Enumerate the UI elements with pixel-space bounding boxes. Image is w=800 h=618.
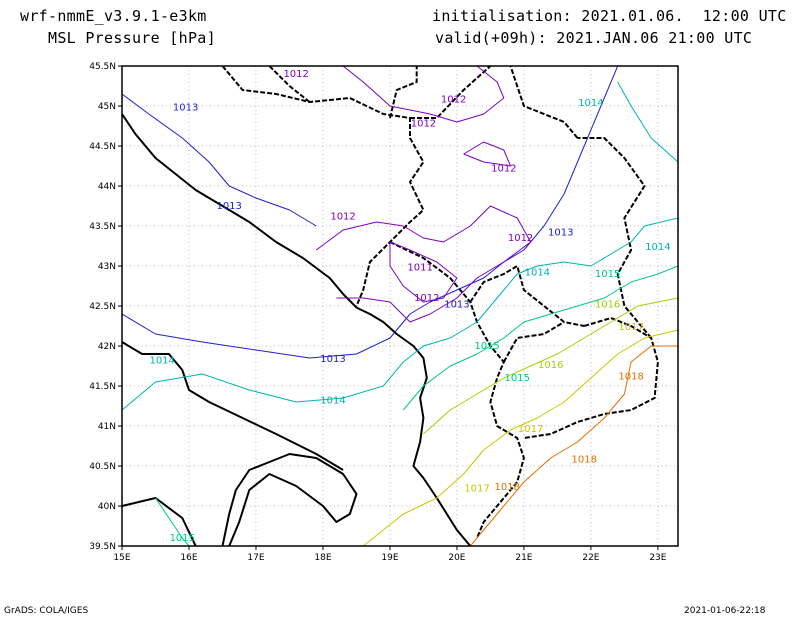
x-tick-label: 20E [448, 553, 465, 563]
country-border [523, 317, 659, 439]
x-tick-label: 15E [113, 553, 130, 563]
isobar-1013 [122, 66, 619, 359]
model-title: wrf-nmmE_v3.9.1-e3km [20, 7, 207, 25]
y-tick-label: 45.5N [89, 62, 116, 72]
y-tick-label: 39.5N [89, 542, 116, 552]
isobars [122, 66, 678, 546]
isobar-label: 1017 [618, 322, 643, 333]
country-border [410, 66, 492, 119]
x-tick-label: 18E [314, 553, 331, 563]
isobar-label: 1013 [173, 103, 198, 114]
isobar-1012 [342, 66, 505, 123]
country-border [469, 265, 585, 327]
isobar-label: 1012 [491, 163, 516, 174]
isobar-label: 1018 [571, 455, 596, 466]
country-border [268, 66, 311, 103]
isobar-1013 [122, 93, 317, 227]
isobar-1011 [389, 241, 458, 303]
valid-time: valid(+09h): 2021.JAN.06 21:00 UTC [435, 29, 753, 47]
geography [122, 66, 659, 546]
x-tick-label: 21E [515, 553, 532, 563]
isobar-1015 [402, 265, 678, 411]
axis-ticks: 15E 16E 17E 18E 19E 20E 21E 22E 23E 39.5N 40N 40.5N… [89, 62, 667, 563]
x-tick-label: 17E [247, 553, 264, 563]
isobar-label: 1012 [330, 211, 355, 222]
grid-lines [121, 65, 678, 547]
x-tick-label: 23E [649, 553, 666, 563]
y-tick-label: 42N [98, 342, 116, 352]
isobar-label: 1012 [283, 69, 308, 80]
x-tick-label: 22E [582, 553, 599, 563]
coastline [122, 341, 344, 471]
isobar-label: 1014 [525, 267, 550, 278]
y-tick-label: 41N [98, 422, 116, 432]
isobar-label: 1011 [407, 263, 432, 274]
country-border [577, 137, 652, 339]
isobar-label: 1013 [320, 354, 345, 365]
init-time: initialisation: 2021.01.06. 12:00 UTC [432, 7, 787, 25]
isobar-1016 [423, 297, 678, 435]
isobar-1015 [155, 497, 190, 546]
country-border [389, 66, 418, 119]
y-tick-label: 41.5N [89, 382, 116, 392]
y-tick-label: 42.5N [89, 302, 116, 312]
y-tick-label: 40N [98, 502, 116, 512]
isobar-1012 [463, 141, 511, 167]
country-border [502, 321, 565, 363]
footer-credit: GrADS: COLA/IGES [4, 606, 89, 616]
isobar-label: 1016 [538, 360, 563, 371]
isobar-label: 1018 [618, 371, 643, 382]
y-tick-label: 45N [98, 102, 116, 112]
coastline [221, 453, 358, 546]
isobar-label: 1018 [494, 482, 519, 493]
isobar-label: 1013 [444, 299, 469, 310]
y-tick-label: 43.5N [89, 222, 116, 232]
country-border [221, 66, 425, 307]
isobar-1018 [469, 345, 678, 546]
isobar-label: 1017 [518, 424, 543, 435]
country-border [389, 241, 525, 539]
isobar-label: 1015 [505, 373, 530, 384]
isobar-1014 [617, 81, 678, 163]
isobar-label: 1015 [595, 269, 620, 280]
isobar-label: 1014 [578, 98, 603, 109]
isobar-label: 1014 [149, 355, 174, 366]
isobar-label: 1013 [548, 227, 573, 238]
coastline [122, 113, 472, 546]
isobar-label: 1016 [595, 299, 620, 310]
isobar-label: 1012 [414, 293, 439, 304]
isobar-label: 1015 [170, 533, 195, 544]
isobar-label: 1012 [411, 119, 436, 130]
isobar-label: 1014 [320, 395, 345, 406]
coastline [122, 497, 197, 546]
isobar-label: 1012 [508, 233, 533, 244]
isobar-label: 1013 [216, 201, 241, 212]
isobar-label: 1017 [464, 483, 489, 494]
isobar-1017 [362, 329, 678, 546]
y-tick-label: 40.5N [89, 462, 116, 472]
y-tick-label: 44.5N [89, 142, 116, 152]
x-tick-label: 16E [180, 553, 197, 563]
isobar-labels: 1012 1012 1012 1012 1012 1012 1011 1012 1013 1013… [149, 69, 670, 544]
country-border [509, 66, 579, 139]
x-tick-label: 19E [381, 553, 398, 563]
isobar-label: 1014 [645, 242, 670, 253]
y-tick-label: 44N [98, 182, 116, 192]
y-tick-label: 43N [98, 262, 116, 272]
isobar-1012 [316, 205, 532, 323]
isobar-label: 1012 [441, 95, 466, 106]
isobar-1014 [122, 217, 678, 411]
variable-title: MSL Pressure [hPa] [48, 29, 216, 47]
isobar-label: 1015 [474, 341, 499, 352]
footer-timestamp: 2021-01-06-22:18 [684, 606, 766, 616]
